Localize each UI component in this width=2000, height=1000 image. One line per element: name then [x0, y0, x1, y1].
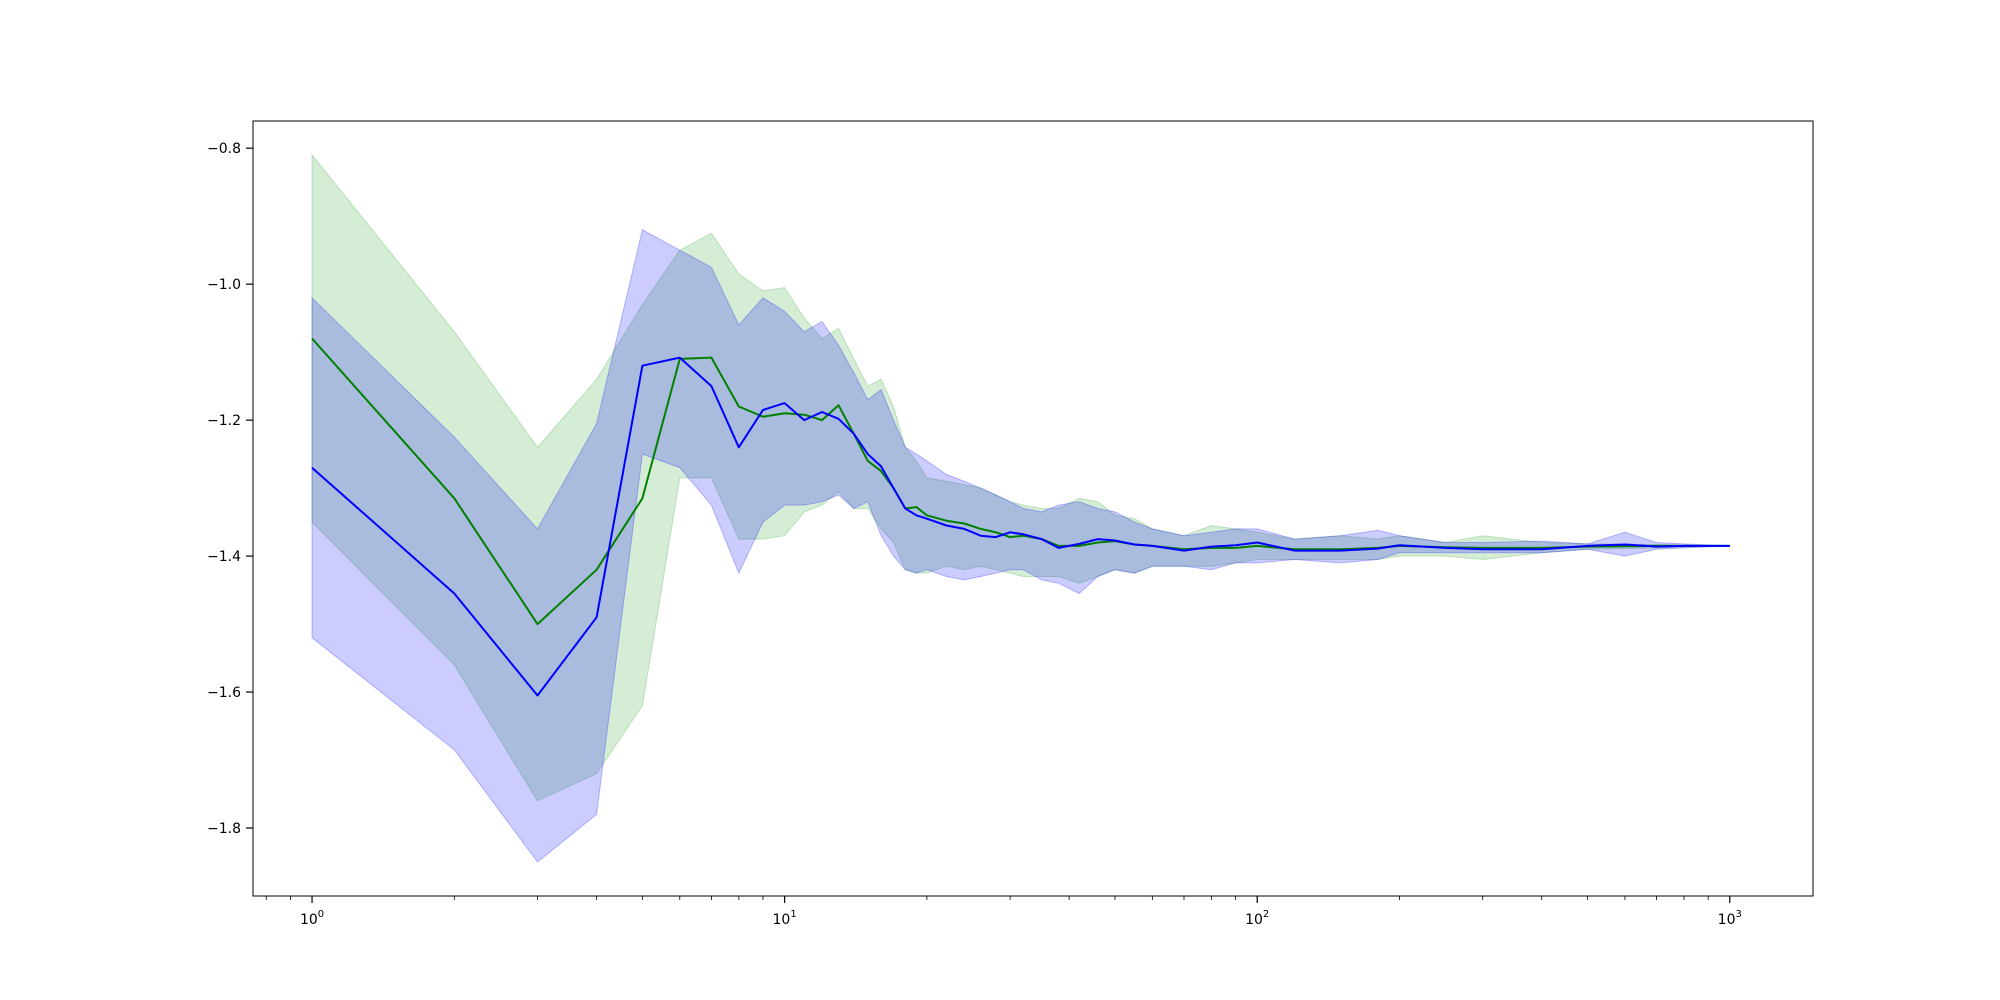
y-axis: −0.8 −1.0 −1.2 −1.4 −1.6 −1.8	[207, 141, 253, 837]
y-tick-label: −1.8	[207, 821, 241, 837]
x-tick-label: 103	[1718, 909, 1742, 928]
plot-frame	[252, 120, 1814, 897]
series-line-1	[311, 337, 1730, 626]
x-axis: 100 101 102 103	[265, 896, 1742, 928]
series-line-2	[311, 356, 1730, 697]
x-tick-label: 102	[1245, 909, 1269, 928]
y-tick-label: −1.0	[207, 277, 241, 293]
x-tick-label: 100	[300, 909, 324, 928]
x-tick-label: 101	[773, 909, 797, 928]
series-lines	[311, 337, 1730, 697]
y-tick-label: −1.2	[207, 413, 241, 429]
y-tick-label: −0.8	[207, 141, 241, 157]
y-tick-label: −1.6	[207, 685, 241, 701]
y-tick-label: −1.4	[207, 549, 241, 565]
